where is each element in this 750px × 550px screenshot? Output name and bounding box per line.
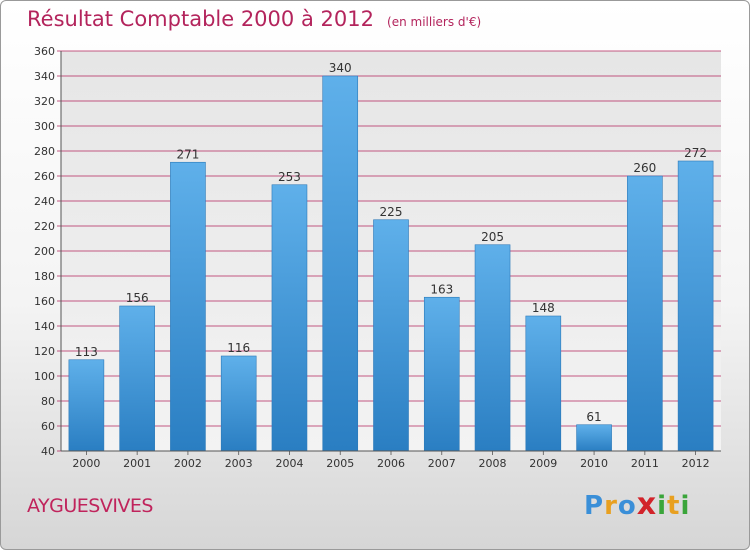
logo-letter: o	[617, 491, 637, 521]
x-tick-label-2011: 2011	[631, 457, 659, 470]
bar-2011	[627, 175, 663, 452]
x-tick-label-2000: 2000	[72, 457, 100, 470]
logo-letter: r	[604, 491, 618, 521]
value-label-2000: 113	[75, 345, 98, 359]
value-label-2006: 225	[380, 205, 403, 219]
y-tick-label-220: 220	[34, 220, 55, 233]
y-tick-label-140: 140	[34, 320, 55, 333]
x-tick-label-2012: 2012	[682, 457, 710, 470]
bar-2008	[474, 244, 511, 452]
bar-2000	[68, 359, 105, 452]
bar-2006	[373, 219, 409, 452]
y-tick-label-40: 40	[41, 445, 55, 458]
value-label-2004: 253	[278, 170, 301, 184]
value-label-2007: 163	[430, 282, 453, 296]
logo-letter: i	[657, 491, 668, 521]
x-tick-label-2001: 2001	[123, 457, 151, 470]
chart-subtitle: (en milliers d'€)	[387, 15, 482, 29]
town-name: AYGUESVIVES	[27, 495, 154, 517]
y-tick-label-360: 360	[34, 45, 55, 58]
x-tick-label-2005: 2005	[326, 457, 354, 470]
y-tick-label-80: 80	[41, 395, 55, 408]
chart-title-group: Résultat Comptable 2000 à 2012 (en milli…	[27, 7, 481, 31]
value-label-2009: 148	[532, 301, 555, 315]
value-label-2011: 260	[633, 161, 656, 175]
logo-letter: i	[680, 491, 691, 521]
logo-letter: t	[667, 491, 681, 521]
x-tick-label-2010: 2010	[580, 457, 608, 470]
value-label-2005: 340	[329, 61, 352, 75]
value-label-2001: 156	[126, 291, 149, 305]
proxiti-logo: Proxiti	[584, 487, 690, 522]
bar-2010	[576, 424, 612, 452]
bar-2001	[119, 305, 155, 452]
value-label-2003: 116	[227, 341, 250, 355]
chart-title: Résultat Comptable 2000 à 2012	[27, 7, 374, 31]
y-tick-label-180: 180	[34, 270, 55, 283]
x-tick-label-2004: 2004	[275, 457, 303, 470]
bar-2004	[271, 184, 308, 452]
y-tick-label-280: 280	[34, 145, 55, 158]
y-tick-label-160: 160	[34, 295, 55, 308]
bar-2005	[322, 75, 359, 452]
x-tick-label-2002: 2002	[174, 457, 202, 470]
y-tick-label-200: 200	[34, 245, 55, 258]
bar-2007	[423, 296, 460, 452]
x-tick-label-2007: 2007	[428, 457, 456, 470]
y-tick-label-60: 60	[41, 420, 55, 433]
y-tick-label-320: 320	[34, 95, 55, 108]
bar-2003	[220, 355, 257, 452]
y-tick-label-260: 260	[34, 170, 55, 183]
value-label-2010: 61	[586, 410, 601, 424]
logo-letter: P	[584, 491, 605, 521]
y-tick-label-240: 240	[34, 195, 55, 208]
y-tick-label-300: 300	[34, 120, 55, 133]
logo-letter: x	[636, 487, 658, 522]
x-tick-label-2003: 2003	[225, 457, 253, 470]
x-tick-label-2009: 2009	[529, 457, 557, 470]
bar-2012	[677, 160, 714, 452]
value-label-2002: 271	[176, 147, 199, 161]
y-tick-label-340: 340	[34, 70, 55, 83]
x-tick-label-2008: 2008	[479, 457, 507, 470]
y-tick-label-120: 120	[34, 345, 55, 358]
y-tick-label-100: 100	[34, 370, 55, 383]
bar-2002	[170, 161, 206, 452]
value-label-2012: 272	[684, 146, 707, 160]
value-label-2008: 205	[481, 230, 504, 244]
bar-2009	[525, 315, 562, 452]
x-tick-label-2006: 2006	[377, 457, 405, 470]
